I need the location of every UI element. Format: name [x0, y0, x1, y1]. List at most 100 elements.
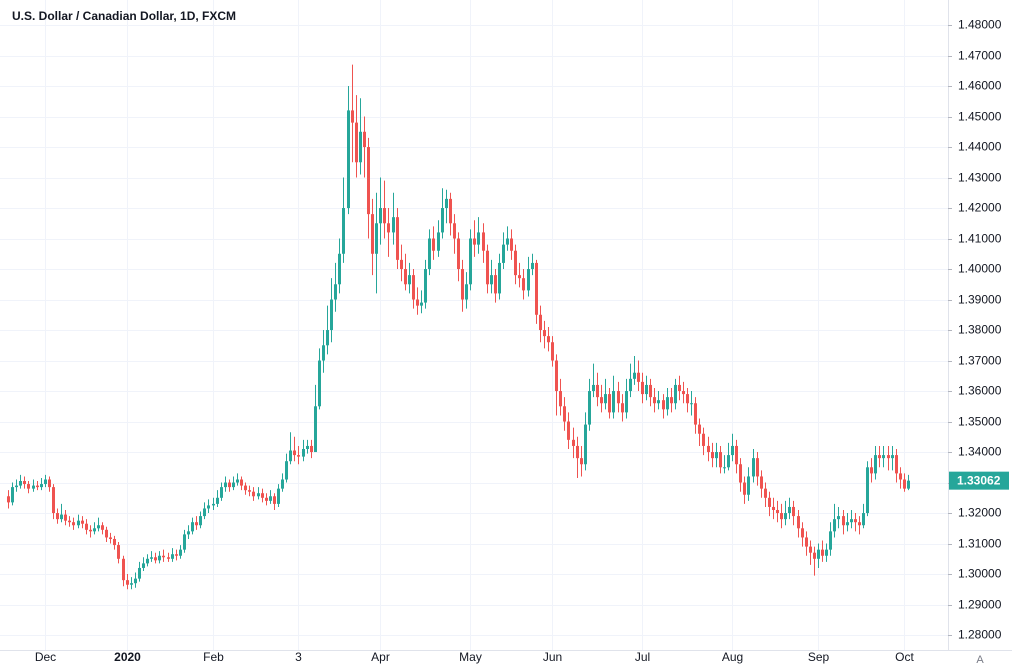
candle-body — [514, 250, 517, 276]
candle-body — [167, 557, 170, 559]
candle-body — [792, 506, 795, 517]
candle-body — [649, 384, 652, 398]
candle-body — [850, 519, 853, 523]
candle-body — [555, 360, 558, 392]
candle-body — [473, 238, 476, 245]
candle-body — [846, 522, 849, 526]
candle-body — [657, 400, 660, 404]
candle-body — [825, 549, 828, 556]
candle-body — [424, 269, 427, 303]
x-tick-label: Jul — [635, 650, 650, 664]
y-tick-label: 1.36000 — [958, 384, 1002, 398]
candle-body — [72, 522, 75, 526]
auto-scale-button[interactable]: A — [976, 654, 984, 666]
candle-body — [592, 384, 595, 392]
y-tick-label: 1.31000 — [958, 537, 1002, 551]
candle-body — [236, 479, 239, 483]
candle-body — [752, 458, 755, 477]
candle-body — [870, 467, 873, 474]
candle-body — [604, 394, 607, 404]
candle-body — [199, 516, 202, 526]
candle-body — [220, 487, 223, 498]
candle-body — [633, 372, 636, 379]
candle-body — [551, 342, 554, 361]
candle-body — [142, 563, 145, 568]
candle-body — [666, 397, 669, 410]
candle-body — [48, 479, 51, 488]
candle-body — [727, 455, 730, 468]
candle-body — [68, 520, 71, 523]
y-tick-label: 1.42000 — [958, 201, 1002, 215]
candle-body — [383, 208, 386, 224]
candle-body — [588, 391, 591, 425]
candle-body — [510, 238, 513, 251]
candle-body — [874, 455, 877, 474]
candle-body — [101, 525, 104, 530]
candle-body — [563, 406, 566, 422]
candle-body — [392, 217, 395, 233]
candle-body — [314, 406, 317, 453]
candle-body — [32, 485, 35, 489]
candle-body — [11, 487, 14, 503]
candle-body — [580, 458, 583, 465]
candle-body — [297, 455, 300, 457]
y-tick-label: 1.29000 — [958, 598, 1002, 612]
candle-body — [686, 394, 689, 404]
candle-body — [355, 122, 358, 163]
candle-body — [23, 481, 26, 485]
candle-body — [126, 580, 129, 585]
candle-body — [878, 455, 881, 459]
candle-body — [44, 479, 47, 485]
candle-body — [608, 394, 611, 413]
candle-body — [817, 549, 820, 559]
y-tick-label: 1.30000 — [958, 567, 1002, 581]
candle-body — [150, 557, 153, 559]
candle-body — [117, 545, 120, 559]
candle-body — [347, 110, 350, 209]
candle-body — [698, 424, 701, 434]
y-tick-label: 1.34000 — [958, 445, 1002, 459]
candle-body — [731, 445, 734, 456]
candle-body — [694, 403, 697, 425]
candle-body — [662, 400, 665, 410]
candle-body — [833, 519, 836, 532]
candle-body — [449, 198, 452, 224]
candle-body — [257, 493, 260, 497]
candle-body — [907, 480, 910, 489]
candle-body — [641, 381, 644, 395]
candle-body — [195, 522, 198, 526]
candle-body — [36, 485, 39, 488]
y-tick-label: 1.48000 — [958, 18, 1002, 32]
candle-body — [183, 534, 186, 550]
candle-body — [27, 484, 30, 489]
candle-body — [412, 275, 415, 300]
x-tick-label: Feb — [203, 650, 224, 664]
y-tick-label: 1.28000 — [958, 628, 1002, 642]
candle-body — [903, 479, 906, 489]
candle-body — [776, 509, 779, 514]
candle-body — [97, 525, 100, 529]
candle-body — [175, 554, 178, 556]
candle-body — [326, 330, 329, 346]
candle-body — [203, 508, 206, 517]
candle-body — [289, 450, 292, 462]
candle-body — [768, 497, 771, 507]
candle-body — [105, 529, 108, 538]
candle-body — [416, 299, 419, 306]
candle-body — [437, 232, 440, 251]
candle-body — [273, 496, 276, 504]
candle-body — [212, 503, 215, 506]
y-tick-label: 1.38000 — [958, 323, 1002, 337]
y-tick-label: 1.47000 — [958, 49, 1002, 63]
candle-body — [318, 360, 321, 407]
candle-body — [109, 537, 112, 539]
candle-body — [866, 467, 869, 514]
candle-body — [306, 445, 309, 449]
candle-body — [531, 262, 534, 270]
candle-body — [837, 516, 840, 520]
candle-body — [261, 493, 264, 498]
candle-body — [138, 567, 141, 579]
candle-body — [240, 479, 243, 486]
candle-body — [809, 546, 812, 553]
